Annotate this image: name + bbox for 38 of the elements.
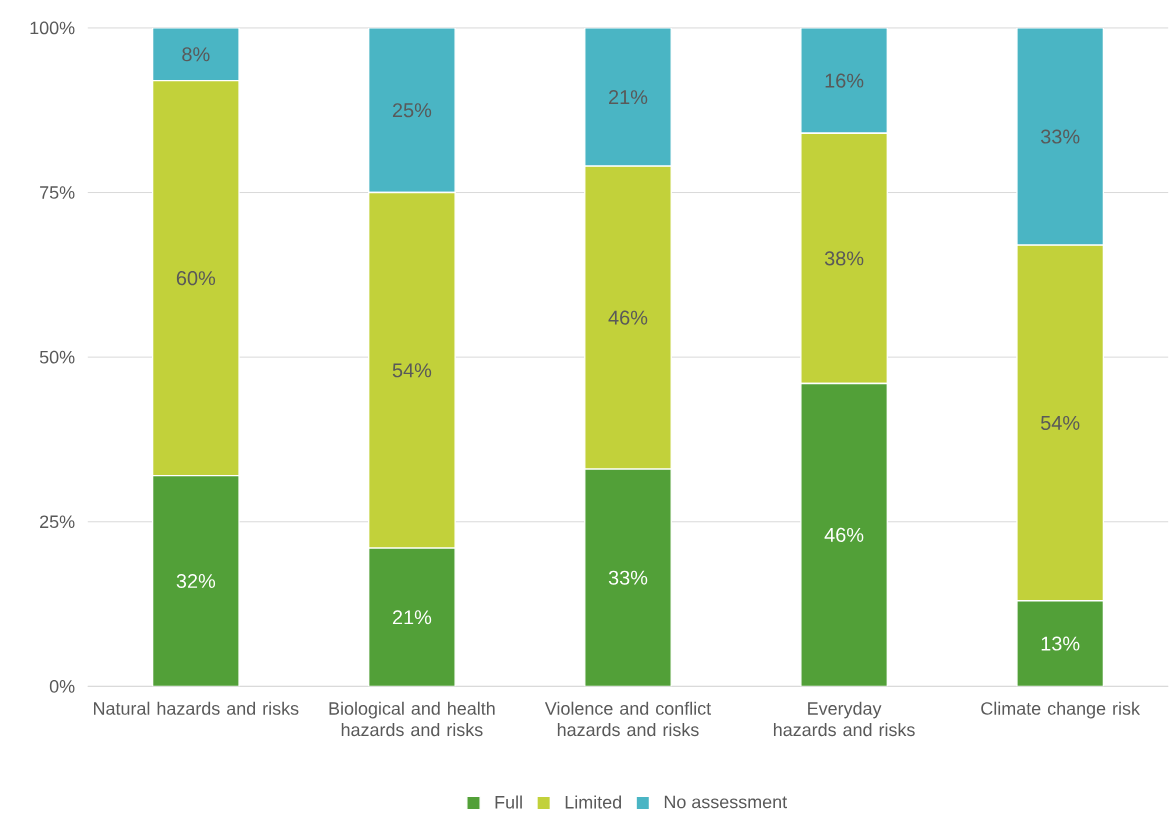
- data-label: 8%: [182, 47, 210, 62]
- data-label: 16%: [825, 73, 864, 88]
- data-label: 32%: [176, 574, 216, 589]
- bar: [368, 547, 456, 687]
- data-label: 25%: [392, 103, 432, 118]
- bar: [151, 28, 240, 82]
- bar: [584, 468, 672, 687]
- bar: [584, 28, 672, 168]
- data-label: 13%: [1041, 636, 1080, 651]
- x-tick-label: Climate change risk: [981, 701, 1140, 719]
- data-label: 46%: [608, 310, 648, 325]
- x-tick-label: Biological and health hazards and risks: [329, 701, 495, 737]
- bar: [800, 28, 888, 135]
- x-tick-label: Natural hazards and risks: [94, 701, 299, 716]
- data-label: 38%: [824, 251, 864, 266]
- y-tick-label: 75%: [40, 186, 75, 199]
- data-label: 54%: [392, 363, 432, 378]
- data-label: 54%: [1040, 416, 1080, 431]
- legend-label: No assessment: [664, 795, 787, 809]
- y-tick-label: 100%: [30, 21, 75, 35]
- data-label: 33%: [608, 570, 648, 585]
- data-label: 33%: [1040, 129, 1080, 144]
- bar: [1016, 28, 1105, 247]
- data-label: 21%: [609, 90, 648, 105]
- y-tick-label: 0%: [49, 680, 75, 693]
- data-label: 21%: [392, 610, 432, 625]
- x-tick-label: Everyday hazards and risks: [773, 701, 915, 737]
- legend-label: Limited: [565, 795, 621, 809]
- legend-label: Full: [495, 795, 522, 809]
- x-tick-label: Violence and conflict hazards and risks: [544, 701, 712, 737]
- bar: [368, 28, 456, 194]
- bar: [151, 475, 240, 687]
- y-tick-label: 50%: [39, 350, 75, 364]
- y-tick-label: 25%: [40, 515, 75, 529]
- data-label: 60%: [176, 271, 216, 286]
- data-label: 46%: [824, 527, 864, 543]
- bar: [800, 382, 888, 687]
- bar: [1016, 600, 1105, 687]
